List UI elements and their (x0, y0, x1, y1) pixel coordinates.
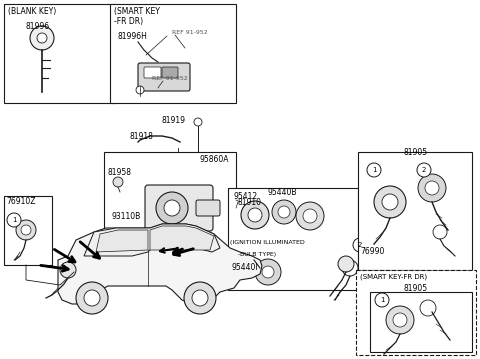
Text: 1: 1 (12, 217, 16, 223)
Text: 2: 2 (358, 242, 362, 248)
Circle shape (60, 262, 76, 278)
Circle shape (338, 256, 354, 272)
Text: 81905: 81905 (404, 284, 428, 293)
Bar (104, 152, 236, 248)
Circle shape (262, 266, 274, 278)
Text: (BLANK KEY): (BLANK KEY) (8, 7, 56, 16)
Circle shape (296, 202, 324, 230)
Circle shape (342, 260, 358, 276)
Circle shape (433, 225, 447, 239)
Bar (228, 188, 358, 290)
Bar (370, 292, 472, 352)
Circle shape (192, 290, 208, 306)
Circle shape (425, 181, 439, 195)
Circle shape (382, 194, 398, 210)
Text: REF 91-952: REF 91-952 (172, 30, 208, 35)
Circle shape (113, 177, 123, 187)
Circle shape (21, 225, 31, 235)
Text: 76910Z: 76910Z (6, 197, 36, 206)
Polygon shape (150, 226, 214, 250)
Polygon shape (84, 224, 220, 256)
Circle shape (84, 290, 100, 306)
Circle shape (184, 282, 216, 314)
Text: 95412: 95412 (233, 192, 257, 201)
Circle shape (194, 118, 202, 126)
Text: 81996H: 81996H (118, 32, 148, 41)
Circle shape (241, 201, 269, 229)
Text: 93110B: 93110B (112, 212, 141, 221)
Circle shape (272, 200, 296, 224)
Text: 2: 2 (422, 167, 426, 173)
Circle shape (418, 174, 446, 202)
Circle shape (136, 86, 144, 94)
Text: 81919: 81919 (161, 116, 185, 125)
Circle shape (37, 33, 47, 43)
FancyBboxPatch shape (138, 63, 190, 91)
Circle shape (386, 306, 414, 334)
Circle shape (248, 208, 262, 222)
Polygon shape (96, 230, 148, 252)
Bar (4, 196, 52, 265)
Text: 76990: 76990 (360, 247, 384, 256)
FancyBboxPatch shape (144, 67, 161, 78)
Text: 81918: 81918 (130, 132, 154, 141)
Text: (IGNITION ILLUMINATED: (IGNITION ILLUMINATED (230, 240, 305, 245)
Circle shape (278, 206, 290, 218)
Text: 1: 1 (372, 167, 376, 173)
FancyBboxPatch shape (196, 200, 220, 216)
Bar (4, 4, 116, 103)
Circle shape (303, 209, 317, 223)
Text: 1: 1 (380, 297, 384, 303)
Text: -BULB TYPE): -BULB TYPE) (238, 252, 276, 257)
Text: -FR DR): -FR DR) (114, 17, 143, 26)
Bar (356, 270, 476, 355)
Text: (SMART KEY: (SMART KEY (114, 7, 160, 16)
FancyBboxPatch shape (162, 67, 178, 78)
Circle shape (7, 213, 21, 227)
Circle shape (374, 186, 406, 218)
Text: 81910: 81910 (238, 198, 262, 207)
Circle shape (420, 300, 436, 316)
Text: 95860A: 95860A (200, 155, 229, 164)
Text: REF 91-952: REF 91-952 (152, 76, 188, 81)
Bar (358, 152, 472, 270)
Text: 95440B: 95440B (268, 188, 298, 197)
Bar (110, 4, 236, 103)
Text: (SMART KEY-FR DR): (SMART KEY-FR DR) (360, 273, 427, 280)
Circle shape (30, 26, 54, 50)
Circle shape (164, 200, 180, 216)
Circle shape (375, 293, 389, 307)
Text: 81996: 81996 (26, 22, 50, 31)
Circle shape (255, 259, 281, 285)
Circle shape (393, 313, 407, 327)
Circle shape (353, 238, 367, 252)
Circle shape (367, 163, 381, 177)
Circle shape (156, 192, 188, 224)
Text: 95440I: 95440I (232, 263, 259, 272)
Text: 81958: 81958 (108, 168, 132, 177)
Polygon shape (58, 224, 262, 304)
Circle shape (417, 163, 431, 177)
Text: 81905: 81905 (404, 148, 428, 157)
Circle shape (16, 220, 36, 240)
FancyBboxPatch shape (145, 185, 213, 231)
Circle shape (76, 282, 108, 314)
